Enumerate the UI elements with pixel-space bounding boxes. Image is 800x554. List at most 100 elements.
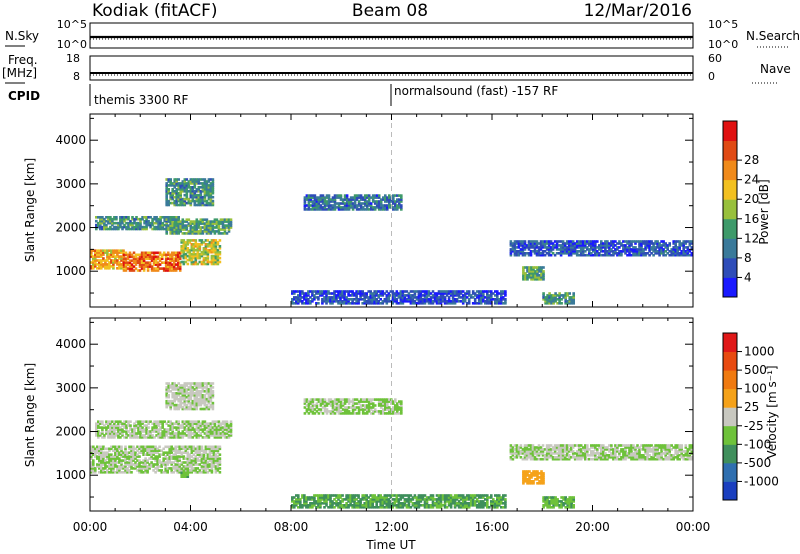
data-cell <box>367 204 371 207</box>
data-cell <box>678 252 681 255</box>
data-cell <box>573 456 577 459</box>
data-cell <box>111 428 114 431</box>
data-cell <box>128 267 132 270</box>
data-cell <box>333 194 337 197</box>
data-cell <box>385 290 389 293</box>
data-cell <box>321 398 325 401</box>
data-cell <box>182 239 186 242</box>
data-cell <box>187 422 191 425</box>
data-cell <box>341 404 345 407</box>
data-cell <box>543 253 547 257</box>
data-cell <box>183 384 187 387</box>
data-cell <box>571 252 575 255</box>
data-cell <box>293 302 296 305</box>
data-cell <box>569 242 573 245</box>
data-cell <box>175 224 178 227</box>
data-cell <box>201 407 205 411</box>
data-cell <box>341 208 345 211</box>
data-cell <box>319 198 323 201</box>
data-cell <box>130 259 134 262</box>
data-cell <box>139 434 142 437</box>
data-cell <box>459 300 463 303</box>
data-cell <box>141 430 144 433</box>
data-cell <box>169 432 172 435</box>
data-cell <box>147 422 150 425</box>
data-cell <box>345 206 349 209</box>
data-cell <box>648 253 651 257</box>
data-cell <box>355 402 359 405</box>
data-cell <box>201 386 205 389</box>
data-cell <box>102 457 105 460</box>
data-cell <box>183 392 187 395</box>
data-cell <box>156 449 159 452</box>
data-cell <box>113 436 116 439</box>
data-cell <box>190 451 194 454</box>
data-cell <box>90 461 93 464</box>
data-cell <box>477 298 481 301</box>
data-cell <box>103 223 106 227</box>
data-cell <box>187 397 191 401</box>
data-cell <box>349 400 353 403</box>
data-cell <box>173 392 176 395</box>
data-cell <box>351 206 355 209</box>
data-cell <box>592 240 595 243</box>
data-cell <box>175 178 178 181</box>
data-cell <box>371 296 374 299</box>
data-cell <box>110 459 113 462</box>
data-cell <box>197 422 201 425</box>
data-cell <box>96 445 99 449</box>
data-cell <box>96 455 99 458</box>
data-cell <box>208 465 212 468</box>
data-cell <box>201 422 205 425</box>
data-cell <box>132 449 135 452</box>
data-cell <box>148 257 152 260</box>
data-cell <box>181 392 185 395</box>
data-cell <box>100 263 103 266</box>
data-cell <box>183 399 187 403</box>
data-cell <box>388 206 391 209</box>
data-cell <box>200 445 204 449</box>
data-cell <box>223 424 227 427</box>
data-cell <box>184 247 188 250</box>
data-cell <box>457 294 461 297</box>
data-cell <box>158 469 161 472</box>
data-cell <box>136 261 140 264</box>
data-cell <box>121 219 124 223</box>
data-cell <box>433 300 437 303</box>
data-cell <box>523 448 527 451</box>
data-cell <box>191 191 195 195</box>
data-cell <box>112 465 115 468</box>
data-cell <box>530 270 533 273</box>
data-cell <box>329 200 333 203</box>
data-cell <box>95 216 98 219</box>
data-cell <box>542 270 545 273</box>
data-cell <box>323 206 327 209</box>
data-cell <box>146 451 149 454</box>
data-cell <box>90 449 93 452</box>
data-cell <box>347 300 350 303</box>
data-cell <box>638 250 641 253</box>
data-cell <box>203 226 207 229</box>
data-cell <box>177 386 180 389</box>
data-cell <box>94 265 97 268</box>
data-cell <box>475 302 479 305</box>
data-cell <box>183 386 187 389</box>
data-cell <box>206 248 210 252</box>
data-cell <box>391 302 395 305</box>
data-cell <box>105 420 108 423</box>
data-cell <box>551 457 555 461</box>
data-cell <box>213 434 217 437</box>
data-cell <box>382 196 385 199</box>
data-cell <box>386 206 389 209</box>
data-cell <box>347 406 351 409</box>
data-cell <box>104 267 107 270</box>
data-cell <box>319 194 323 197</box>
data-cell <box>170 447 173 451</box>
data-cell <box>171 228 174 231</box>
data-cell <box>199 382 203 385</box>
data-cell <box>521 457 525 461</box>
data-cell <box>680 244 683 247</box>
data-cell <box>149 225 152 229</box>
data-cell <box>100 453 103 456</box>
data-cell <box>437 290 441 293</box>
